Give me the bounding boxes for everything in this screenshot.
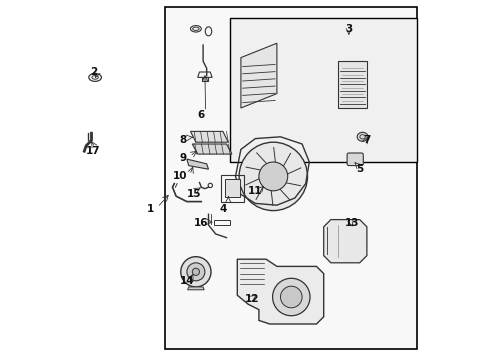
Text: 6: 6 xyxy=(197,110,204,120)
Polygon shape xyxy=(186,159,208,169)
Polygon shape xyxy=(192,144,231,154)
Circle shape xyxy=(186,263,204,281)
Bar xyxy=(230,18,416,162)
Ellipse shape xyxy=(356,132,367,141)
Text: 9: 9 xyxy=(180,153,186,163)
Text: 12: 12 xyxy=(244,294,259,304)
FancyBboxPatch shape xyxy=(346,153,363,166)
Circle shape xyxy=(272,278,309,316)
Bar xyxy=(225,179,240,197)
Polygon shape xyxy=(237,259,323,324)
Text: 7: 7 xyxy=(363,135,370,145)
Text: 3: 3 xyxy=(345,24,352,34)
Circle shape xyxy=(280,286,302,308)
Text: 2: 2 xyxy=(89,67,97,77)
Text: 1: 1 xyxy=(147,204,154,214)
Polygon shape xyxy=(202,77,207,81)
Polygon shape xyxy=(190,131,228,142)
Polygon shape xyxy=(323,220,366,263)
Circle shape xyxy=(192,268,199,275)
Text: 8: 8 xyxy=(179,135,186,145)
Polygon shape xyxy=(241,43,276,108)
Text: 11: 11 xyxy=(247,186,262,196)
Polygon shape xyxy=(337,61,366,108)
Circle shape xyxy=(258,162,287,191)
Bar xyxy=(221,175,244,202)
Bar xyxy=(165,7,416,349)
Text: 17: 17 xyxy=(86,146,101,156)
Text: 13: 13 xyxy=(345,218,359,228)
Text: 15: 15 xyxy=(186,189,201,199)
Circle shape xyxy=(181,257,211,287)
Text: 16: 16 xyxy=(194,218,208,228)
Polygon shape xyxy=(187,287,204,290)
Text: 4: 4 xyxy=(219,204,226,214)
Text: 10: 10 xyxy=(172,171,186,181)
Text: 5: 5 xyxy=(355,164,363,174)
Text: 14: 14 xyxy=(179,276,194,286)
Circle shape xyxy=(239,142,307,211)
